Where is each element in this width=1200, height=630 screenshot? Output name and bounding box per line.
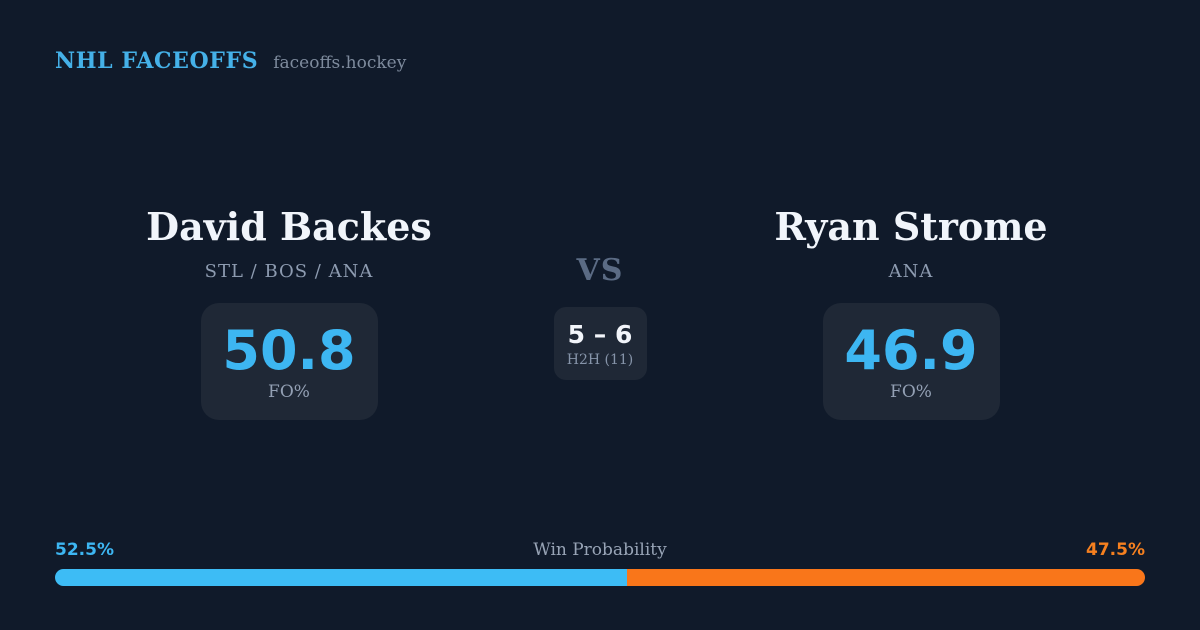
player-teams-right: ANA — [888, 261, 934, 282]
player-name-left: David Backes — [146, 204, 432, 249]
win-probability-section: 52.5% Win Probability 47.5% — [55, 540, 1145, 586]
h2h-label: H2H (11) — [566, 351, 634, 368]
win-probability-left-pct: 52.5% — [55, 540, 114, 560]
stat-value-right: 46.9 — [844, 318, 978, 382]
brand-domain: faceoffs.hockey — [273, 53, 407, 73]
brand-header: NHL FACEOFFS faceoffs.hockey — [55, 48, 406, 74]
stat-value-left: 50.8 — [222, 318, 356, 382]
stat-label-right: FO% — [890, 381, 932, 402]
player-column-left: David Backes STL / BOS / ANA 50.8 FO% — [55, 205, 523, 420]
win-probability-bar-right — [627, 569, 1145, 586]
win-probability-right-pct: 47.5% — [1086, 540, 1145, 560]
win-probability-bar-left — [55, 569, 628, 586]
brand-title: NHL FACEOFFS — [55, 48, 259, 74]
win-probability-bar — [55, 569, 1145, 586]
player-teams-left: STL / BOS / ANA — [204, 261, 374, 282]
player-column-right: Ryan Strome ANA 46.9 FO% — [677, 205, 1145, 420]
h2h-score: 5 – 6 — [567, 319, 633, 349]
stat-card-left: 50.8 FO% — [200, 303, 378, 420]
h2h-card: 5 – 6 H2H (11) — [553, 307, 647, 380]
vs-label: VS — [576, 253, 624, 288]
stat-label-left: FO% — [268, 381, 310, 402]
stat-card-right: 46.9 FO% — [822, 303, 1000, 420]
win-probability-labels: 52.5% Win Probability 47.5% — [55, 540, 1145, 562]
vs-column: VS 5 – 6 H2H (11) — [500, 205, 700, 380]
win-probability-title: Win Probability — [533, 540, 667, 560]
player-name-right: Ryan Strome — [774, 204, 1048, 249]
